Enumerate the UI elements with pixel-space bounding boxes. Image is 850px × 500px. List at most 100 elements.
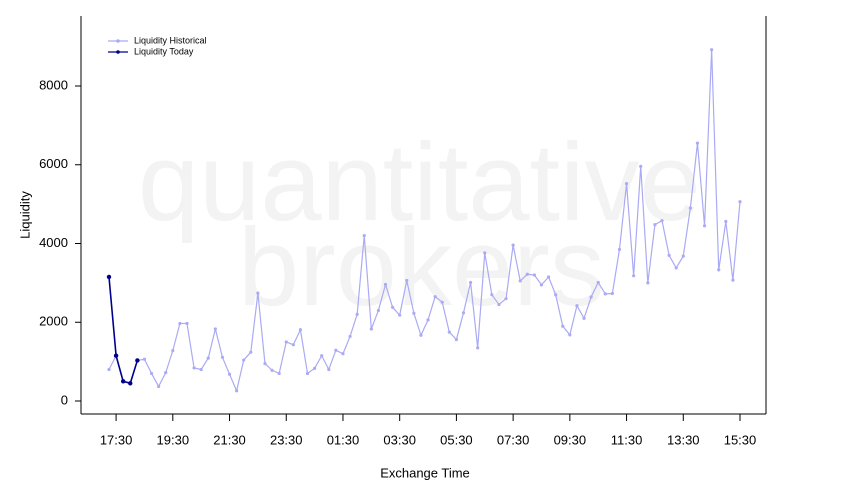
data-point bbox=[249, 350, 253, 354]
x-tick-label: 05:30 bbox=[440, 432, 473, 447]
data-point bbox=[724, 219, 728, 224]
data-point bbox=[362, 234, 366, 238]
data-point bbox=[525, 272, 529, 276]
series-line bbox=[108, 276, 139, 385]
data-point bbox=[185, 321, 189, 326]
x-tick-label: 11:30 bbox=[611, 432, 643, 447]
x-tick-label: 19:30 bbox=[157, 432, 190, 447]
data-point bbox=[284, 340, 288, 344]
data-point bbox=[106, 274, 112, 280]
x-tick-label: 07:30 bbox=[497, 432, 530, 447]
legend-marker bbox=[116, 39, 120, 43]
data-point bbox=[398, 313, 402, 317]
data-point bbox=[639, 164, 643, 168]
data-point bbox=[227, 372, 232, 376]
data-point bbox=[624, 182, 629, 186]
data-point bbox=[192, 366, 196, 370]
data-point bbox=[681, 254, 685, 258]
data-point bbox=[653, 223, 657, 227]
x-axis-label: Exchange Time bbox=[380, 465, 470, 480]
data-point bbox=[554, 293, 558, 297]
legend-marker bbox=[116, 50, 120, 54]
data-point bbox=[738, 200, 742, 204]
data-point bbox=[610, 291, 614, 296]
data-point bbox=[178, 321, 182, 326]
data-point bbox=[461, 311, 466, 315]
legend-label: Liquidity Historical bbox=[134, 35, 207, 45]
y-tick-label: 6000 bbox=[39, 156, 68, 171]
data-point bbox=[341, 352, 345, 356]
data-point bbox=[405, 278, 409, 283]
data-point bbox=[235, 389, 239, 393]
data-point bbox=[710, 48, 714, 52]
data-point bbox=[454, 337, 459, 342]
data-point bbox=[128, 381, 133, 386]
data-point bbox=[412, 311, 416, 315]
data-point bbox=[674, 266, 678, 270]
data-point bbox=[539, 283, 544, 287]
data-point bbox=[120, 379, 126, 384]
data-point bbox=[298, 328, 303, 332]
data-point bbox=[355, 312, 359, 316]
data-point bbox=[270, 368, 274, 372]
data-point bbox=[702, 224, 707, 228]
data-point bbox=[277, 371, 281, 376]
data-point bbox=[617, 247, 622, 252]
y-tick-label: 0 bbox=[61, 392, 68, 407]
series-line bbox=[108, 49, 741, 393]
data-point bbox=[468, 280, 473, 285]
data-point bbox=[575, 304, 579, 308]
data-point bbox=[419, 333, 423, 337]
data-point bbox=[483, 251, 487, 255]
data-point bbox=[695, 141, 700, 145]
data-point bbox=[447, 330, 451, 334]
x-tick-label: 21:30 bbox=[213, 432, 246, 447]
data-point bbox=[582, 316, 586, 320]
data-point bbox=[667, 253, 671, 257]
watermark: quantitative bbox=[138, 121, 701, 244]
data-point bbox=[113, 353, 119, 358]
data-point bbox=[334, 348, 338, 352]
data-point bbox=[376, 308, 381, 313]
data-point bbox=[603, 292, 607, 296]
data-point bbox=[433, 295, 437, 299]
data-point bbox=[497, 302, 501, 307]
x-tick-label: 13:30 bbox=[667, 432, 700, 447]
y-tick-label: 2000 bbox=[39, 314, 68, 329]
data-point bbox=[561, 324, 565, 328]
data-point bbox=[426, 318, 430, 322]
data-point bbox=[660, 219, 664, 223]
data-point bbox=[135, 358, 140, 363]
y-tick-label: 8000 bbox=[39, 77, 68, 92]
data-point bbox=[511, 243, 515, 247]
data-point bbox=[546, 275, 551, 279]
data-point bbox=[440, 300, 444, 304]
x-tick-label: 23:30 bbox=[270, 432, 303, 447]
data-point bbox=[242, 358, 246, 362]
x-tick-label: 03:30 bbox=[383, 432, 416, 447]
data-point bbox=[157, 384, 161, 389]
data-point bbox=[731, 278, 735, 282]
data-point bbox=[596, 280, 600, 285]
data-point bbox=[348, 334, 352, 339]
x-tick-label: 15:30 bbox=[724, 432, 757, 447]
axes bbox=[80, 16, 767, 415]
watermark: brokers bbox=[238, 206, 605, 329]
data-point bbox=[532, 273, 536, 277]
data-point bbox=[504, 297, 508, 301]
data-point bbox=[220, 355, 225, 359]
data-point bbox=[291, 343, 295, 347]
y-tick-label: 4000 bbox=[39, 235, 68, 250]
data-point bbox=[107, 367, 111, 372]
data-point bbox=[305, 371, 310, 376]
data-point bbox=[263, 362, 267, 366]
data-point bbox=[171, 349, 175, 353]
y-axis-label: Liquidity bbox=[17, 191, 32, 239]
data-point bbox=[327, 367, 331, 372]
data-point bbox=[313, 366, 317, 370]
data-point bbox=[320, 354, 324, 358]
data-point bbox=[149, 371, 154, 376]
x-tick-label: 09:30 bbox=[554, 432, 587, 447]
